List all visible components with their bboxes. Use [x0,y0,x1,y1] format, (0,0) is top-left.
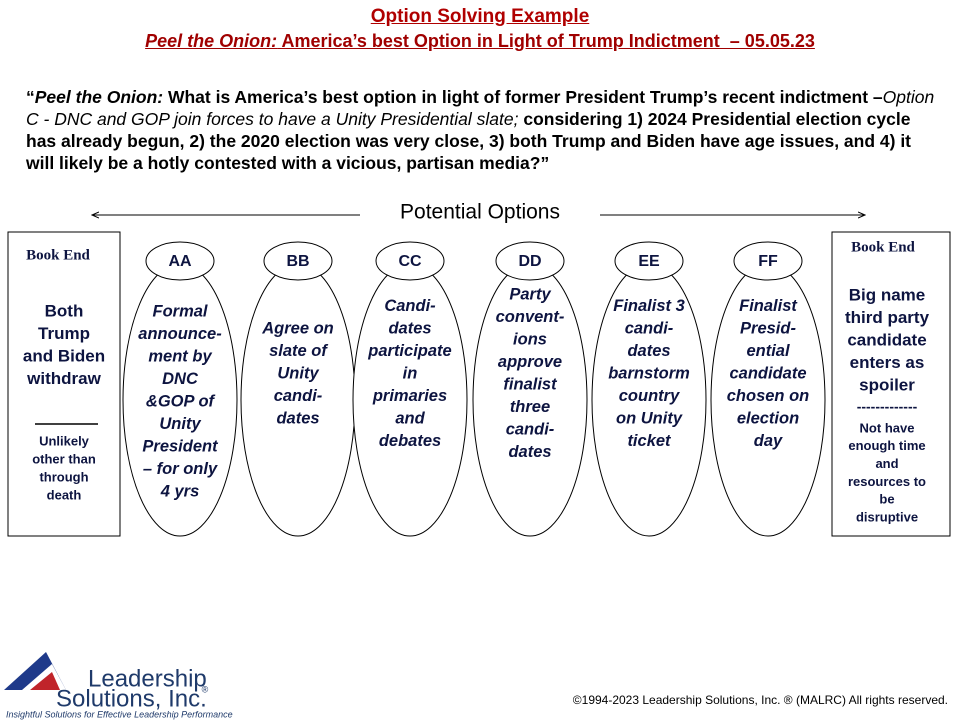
option-text: and [395,409,425,427]
option-text: dates [627,342,670,360]
option-text: finalist [503,376,558,394]
option-label-oval [495,241,565,281]
option-text: President [142,437,219,455]
bookend-text: spoiler [859,375,915,394]
option-text: Presid- [740,319,796,337]
option-text: Unity [159,415,201,433]
option-text: candidate [729,364,806,382]
subtitle-lead: Peel the Onion: [145,31,278,51]
option-label: CC [398,253,422,270]
bookend-note: resources to [848,474,926,489]
banner: Potential Options [400,201,560,224]
bookend-text: and Biden [23,346,105,365]
option-text: participate [367,342,451,360]
option-label: FF [758,253,778,270]
bookend-text: candidate [847,330,926,349]
subtitle: Peel the Onion: America’s best Option in… [0,31,960,52]
option-text: debates [379,432,441,450]
question: “Peel the Onion: What is America’s best … [26,86,938,174]
logo-mark [30,672,60,690]
bookend-note: through [39,469,88,484]
option-text: ticket [627,432,672,450]
bookend-note: other than [32,451,96,466]
option-text: election [737,409,799,427]
option-text: DNC [162,370,199,388]
question-text: considering 1) 2024 Presidential electio… [26,109,912,173]
option-text: day [754,432,783,450]
title: Option Solving Example [370,6,590,27]
bookend-box [7,231,121,537]
option-text: in [403,364,418,382]
bookend-label: Book End [851,239,915,255]
option-text: chosen on [727,387,810,405]
footer: ©1994-2023 Leadership Solutions, Inc. ® … [573,693,948,707]
bookend-text: Big name [849,285,926,304]
option-text: slate of [269,342,328,360]
option-text: Candi- [384,297,436,315]
option-text: 4 yrs [160,482,200,500]
separator: ------------- [857,399,918,415]
option-text: barnstorm [608,364,690,382]
option-text: Finalist [739,297,798,315]
logo-text: Solutions, Inc. [56,685,207,712]
option-text: country [619,387,680,405]
option-text: dates [276,409,319,427]
logo-registered: ® [202,684,209,694]
option-text: candi- [274,387,323,405]
option-text: dates [388,319,431,337]
option-text: convent- [496,308,565,326]
option-text: primaries [372,387,447,405]
option-text: – for only [143,460,218,478]
option-text: candi- [625,319,674,337]
option-text: announce- [138,325,222,343]
option-label-oval [145,241,215,281]
logo-text: Leadership [88,665,207,692]
option-text: Formal [152,302,207,320]
option-label-oval [733,241,803,281]
bookend-note: Not have [860,420,915,435]
option-label-oval [263,241,333,281]
option-text: on Unity [616,409,683,427]
option-text: &GOP of [146,392,216,410]
bookend-note: disruptive [856,509,918,524]
bookend-text: Trump [38,324,90,343]
bookend-note: be [879,492,894,507]
option-label: AA [168,253,192,270]
bookend-box [831,231,951,537]
option-text: Agree on [261,319,334,337]
option-text: ions [513,331,547,349]
option-text: Party [509,286,551,304]
option-label-oval [614,241,684,281]
bookend-text: withdraw [26,369,101,388]
bookend-label: Book End [26,247,90,263]
bookend-text: Both [45,301,84,320]
bookend-note: enough time [848,438,925,453]
option-label: BB [286,253,309,270]
bookend-note: and [875,456,898,471]
logo-tagline: Insightful Solutions for Effective Leade… [6,709,233,719]
option-text: three [510,398,550,416]
option-text: ment by [148,347,212,365]
bookend-text: enters as [850,353,925,372]
option-text: approve [498,353,562,371]
bookend-note: Unlikely [39,433,90,448]
bookend-text: third party [845,308,930,327]
option-text: Unity [277,364,319,382]
option-text: Finalist 3 [613,297,685,315]
option-text: dates [508,443,551,461]
option-label: DD [518,253,541,270]
question-lead: Peel the Onion: [34,87,164,107]
quote-open: “ [26,87,35,107]
option-text: ential [746,342,790,360]
option-label: EE [638,253,660,270]
option-ref: Option C - DNC and GOP join forces to ha… [26,87,935,129]
option-label-oval [375,241,445,281]
question-text: What is America’s best option in light o… [163,87,883,107]
bookend-note: death [47,487,82,502]
subtitle-rest: America’s best Option in Light of Trump … [277,31,815,51]
option-text: candi- [506,421,555,439]
